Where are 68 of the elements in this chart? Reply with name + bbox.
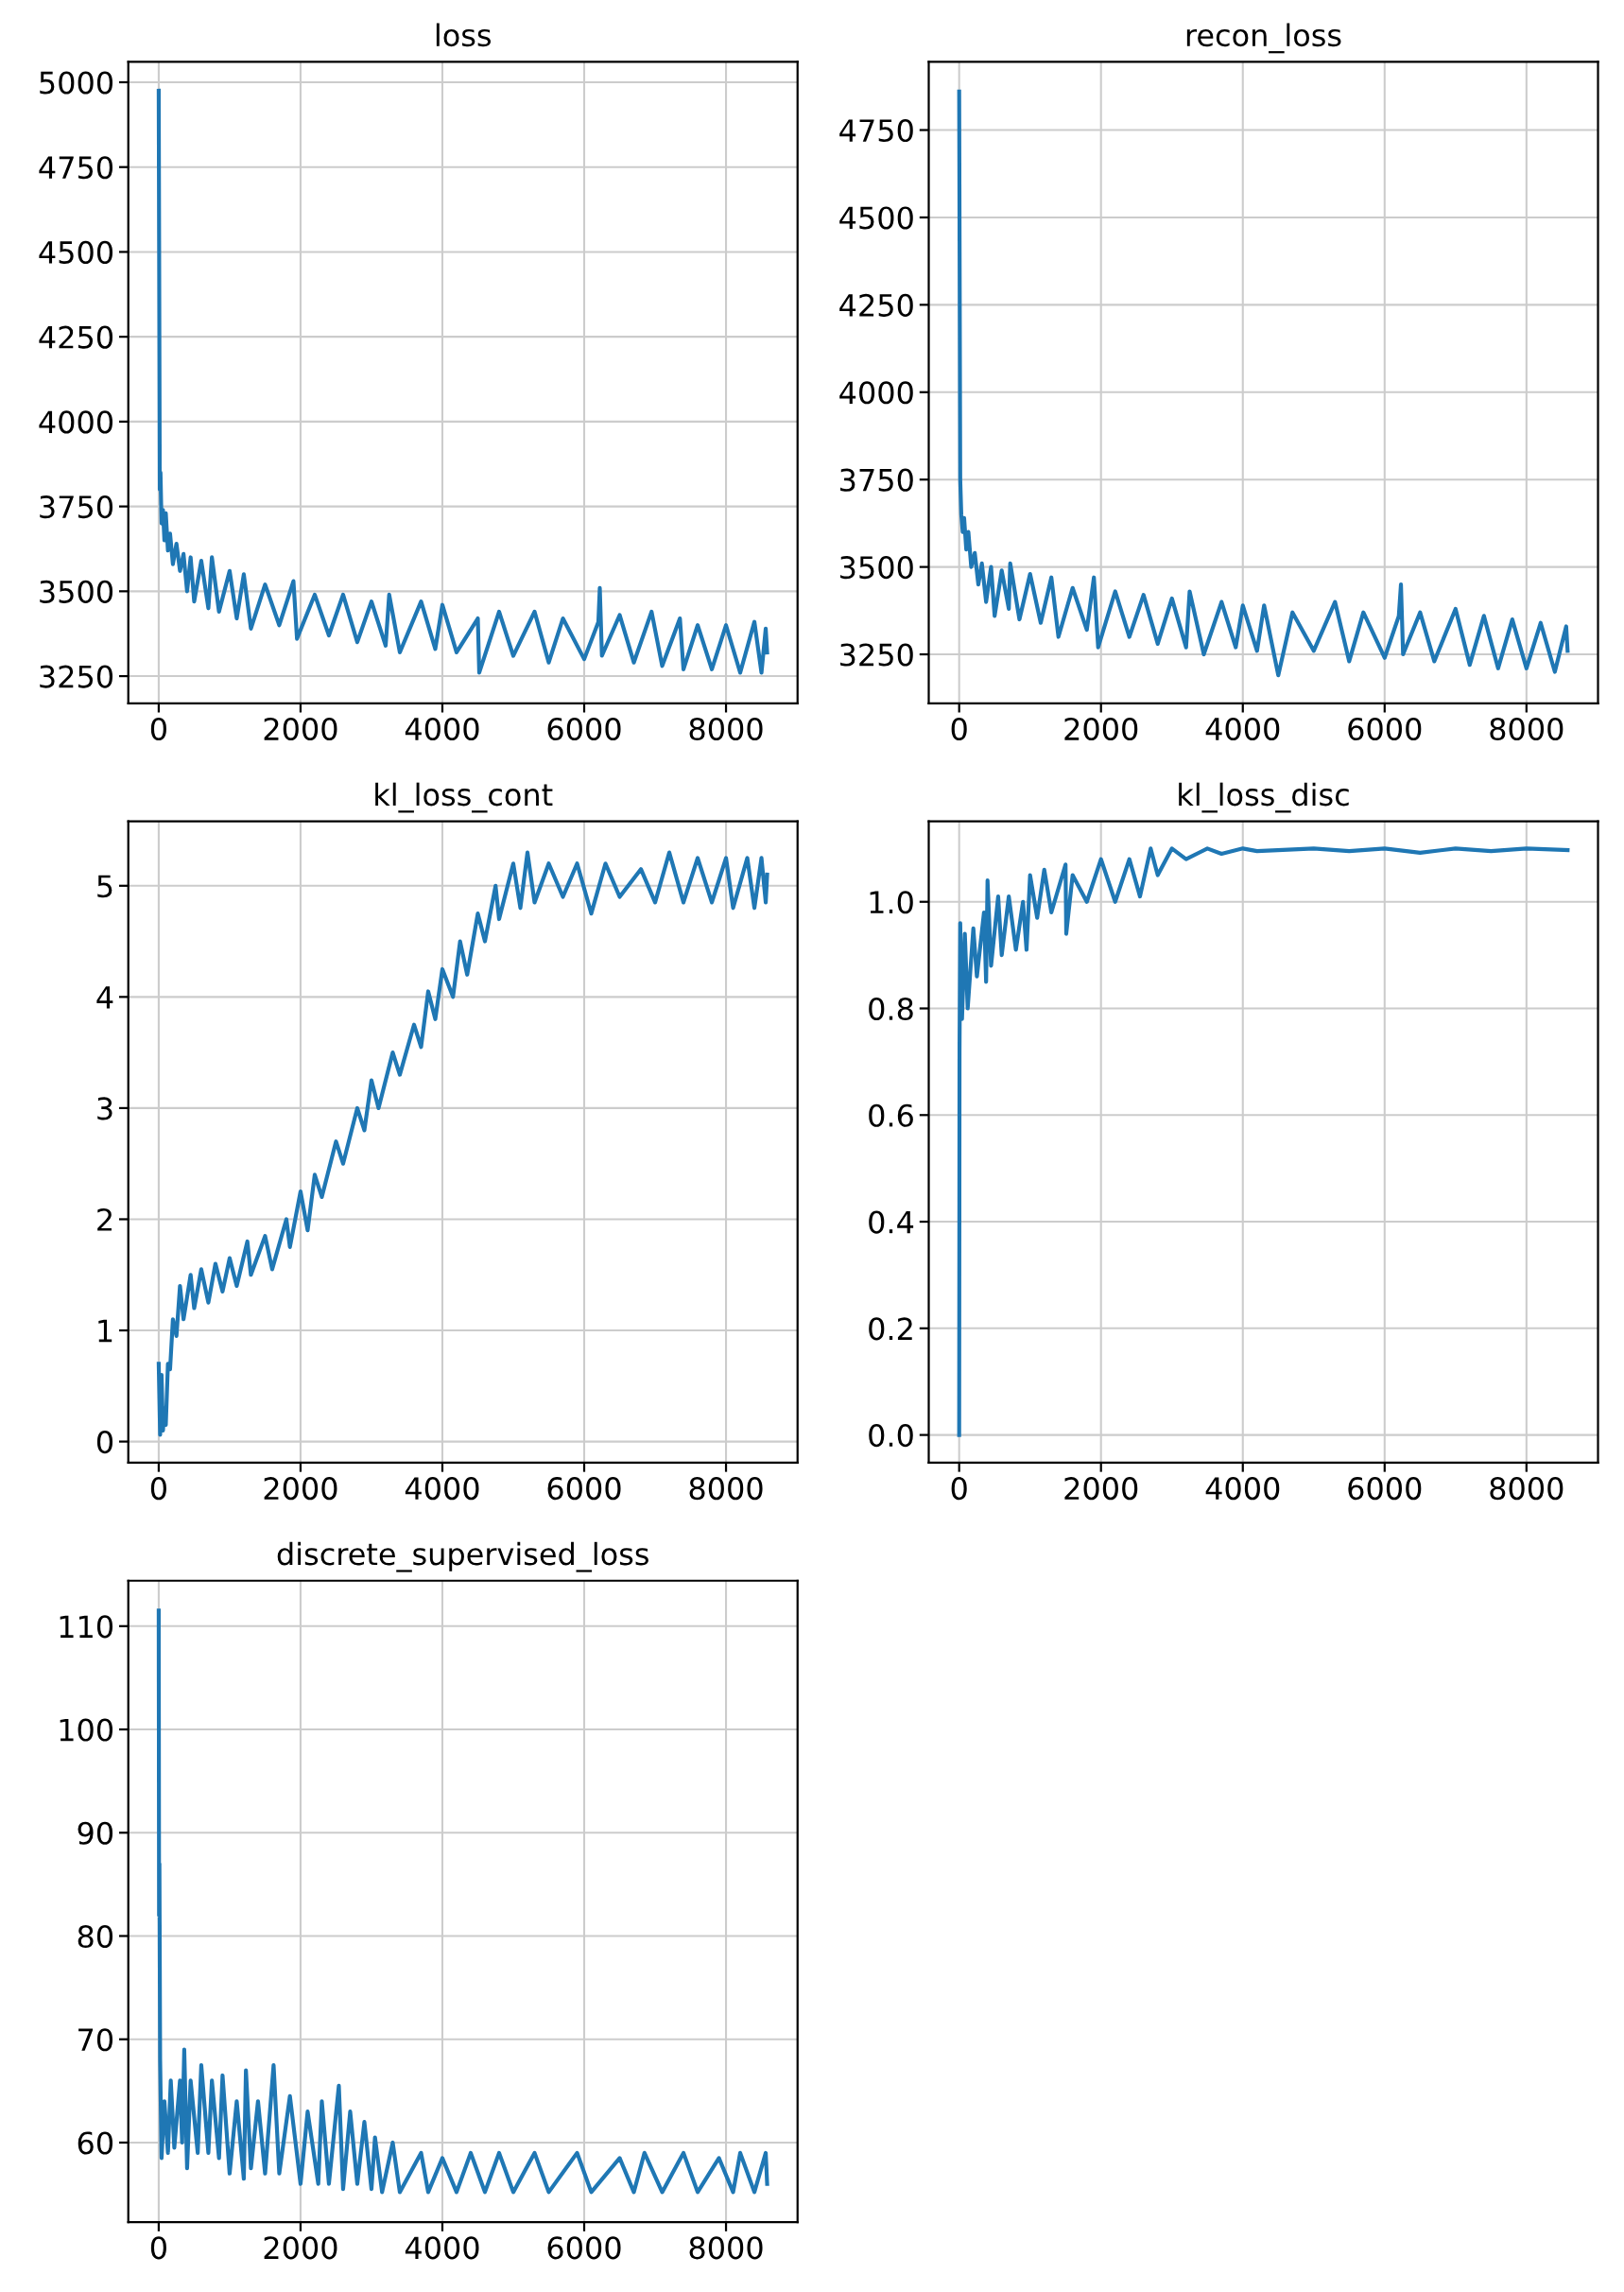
x-tick-label: 0 bbox=[150, 1477, 166, 1501]
line-series bbox=[156, 1608, 769, 2195]
y-tick-label: 3500 bbox=[840, 556, 913, 580]
x-tick-label: 6000 bbox=[547, 717, 621, 741]
x-tick-label: 0 bbox=[951, 717, 967, 741]
chart-title: recon_loss bbox=[1186, 23, 1341, 54]
y-tick-label: 4500 bbox=[39, 240, 113, 265]
line-series bbox=[156, 850, 769, 1437]
x-tick-label: 4000 bbox=[1205, 717, 1280, 741]
x-tick-label: 8000 bbox=[1490, 1477, 1564, 1501]
y-tick-label: 80 bbox=[78, 1924, 113, 1949]
x-tick-label: 8000 bbox=[1490, 717, 1564, 741]
y-tick-label: 4500 bbox=[839, 206, 913, 230]
line-series bbox=[156, 88, 769, 675]
y-tick-label: 90 bbox=[78, 1821, 113, 1845]
y-tick-label: 4750 bbox=[839, 118, 913, 143]
y-tick-label: 110 bbox=[60, 1615, 113, 1639]
y-tick-label: 4 bbox=[96, 986, 113, 1009]
x-tick-label: 2000 bbox=[264, 717, 337, 741]
y-tick-label: 3250 bbox=[40, 665, 113, 688]
x-tick-label: 2000 bbox=[264, 1477, 337, 1501]
y-tick-label: 0.4 bbox=[869, 1210, 914, 1234]
x-tick-label: 0 bbox=[150, 717, 166, 741]
x-tick-label: 4000 bbox=[405, 717, 479, 741]
chart-title: loss bbox=[436, 23, 492, 47]
chart-title: discrete_supervised_loss bbox=[277, 1541, 648, 1572]
y-tick-label: 1.0 bbox=[870, 891, 913, 914]
y-tick-label: 0.0 bbox=[869, 1424, 913, 1448]
y-tick-label: 60 bbox=[78, 2131, 113, 2155]
y-tick-label: 3750 bbox=[840, 468, 913, 492]
x-tick-label: 8000 bbox=[689, 2236, 763, 2260]
y-tick-label: 0.8 bbox=[869, 997, 913, 1021]
x-tick-label: 8000 bbox=[689, 1477, 763, 1501]
x-tick-label: 6000 bbox=[547, 2236, 621, 2260]
line-series bbox=[957, 846, 1570, 1437]
y-tick-label: 3750 bbox=[40, 495, 113, 519]
x-tick-label: 2000 bbox=[264, 2236, 337, 2260]
y-tick-label: 4750 bbox=[39, 156, 113, 180]
y-tick-label: 0.6 bbox=[869, 1103, 913, 1127]
y-tick-label: 100 bbox=[60, 1718, 113, 1742]
y-tick-label: 4250 bbox=[839, 293, 913, 317]
y-tick-label: 0.2 bbox=[869, 1317, 912, 1341]
x-tick-label: 8000 bbox=[689, 717, 763, 741]
y-tick-label: 5000 bbox=[40, 71, 113, 95]
x-tick-label: 4000 bbox=[405, 2236, 479, 2260]
x-tick-label: 4000 bbox=[1205, 1477, 1280, 1501]
x-tick-label: 6000 bbox=[547, 1477, 621, 1501]
chart-title: kl_loss_disc bbox=[1179, 782, 1349, 813]
y-tick-label: 5 bbox=[97, 875, 112, 898]
x-tick-label: 2000 bbox=[1064, 717, 1138, 741]
x-tick-label: 2000 bbox=[1064, 1477, 1138, 1501]
y-tick-label: 3500 bbox=[40, 580, 113, 603]
y-tick-label: 3250 bbox=[840, 643, 913, 667]
x-tick-label: 4000 bbox=[405, 1477, 479, 1501]
y-tick-label: 1 bbox=[98, 1319, 112, 1343]
x-tick-label: 6000 bbox=[1348, 1477, 1422, 1501]
y-tick-label: 3 bbox=[97, 1097, 112, 1120]
x-tick-label: 6000 bbox=[1348, 717, 1422, 741]
y-tick-label: 4000 bbox=[839, 381, 913, 405]
y-tick-label: 70 bbox=[78, 2028, 113, 2052]
line-series bbox=[957, 89, 1570, 678]
x-tick-label: 0 bbox=[150, 2236, 166, 2260]
y-tick-label: 4000 bbox=[39, 410, 113, 434]
x-tick-label: 0 bbox=[951, 1477, 967, 1501]
y-tick-label: 4250 bbox=[39, 325, 113, 349]
y-tick-label: 0 bbox=[96, 1431, 113, 1454]
y-tick-label: 2 bbox=[97, 1207, 112, 1231]
chart-title: kl_loss_cont bbox=[375, 782, 553, 813]
